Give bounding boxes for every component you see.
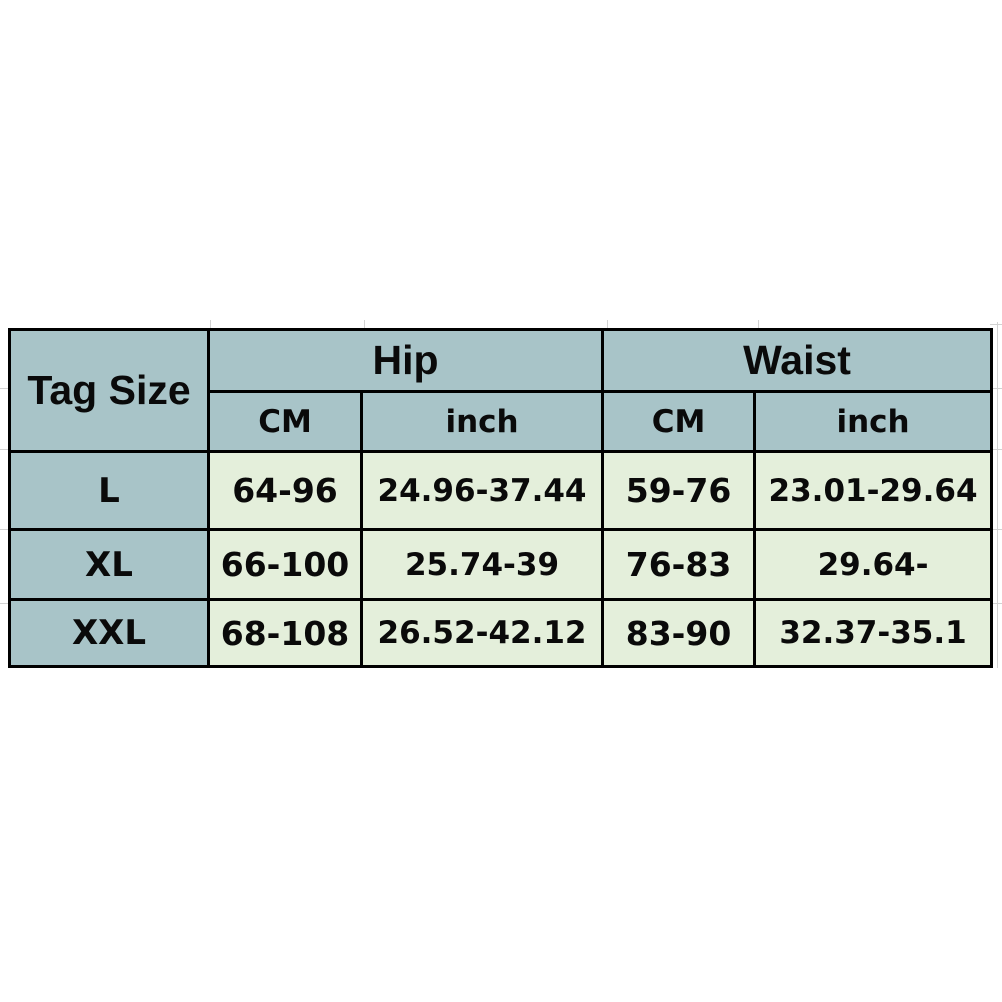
size-label-l: L — [8, 450, 210, 531]
gridline-stub — [990, 449, 1002, 450]
value-waist-cm-l: 59-76 — [601, 450, 757, 531]
table-row-size-l: L 64-96 24.96-37.44 59-76 23.01-29.64 — [8, 450, 994, 531]
value-hip-inch-xl: 25.74-39 — [359, 528, 605, 601]
group-header-waist: Waist — [601, 328, 994, 393]
table-row-size-xxl: XXL 68-108 26.52-42.12 83-90 32.37-35.1 — [8, 598, 994, 668]
value-hip-cm-xl: 66-100 — [207, 528, 363, 601]
value-hip-cm-l: 64-96 — [207, 450, 363, 531]
unit-header-row: CM inch CM inch — [10, 390, 994, 453]
gridline-stub — [364, 320, 365, 328]
gridline-stub — [758, 320, 759, 328]
gridline-stub — [997, 322, 998, 668]
value-hip-inch-xxl: 26.52-42.12 — [359, 598, 605, 668]
unit-header-hip-cm: CM — [207, 390, 363, 453]
unit-header-waist-cm: CM — [601, 390, 757, 453]
gridline-stub — [990, 388, 1002, 389]
gridline-stub — [0, 603, 8, 604]
value-waist-inch-xxl: 32.37-35.1 — [753, 598, 994, 668]
gridline-stub — [0, 388, 8, 389]
gridline-stub — [990, 324, 1002, 325]
size-label-xxl: XXL — [8, 598, 210, 668]
value-waist-cm-xxl: 83-90 — [601, 598, 757, 668]
gridline-stub — [607, 320, 608, 328]
value-waist-inch-l: 23.01-29.64 — [753, 450, 994, 531]
group-header-hip: Hip — [206, 328, 605, 393]
gridline-stub — [990, 529, 1002, 530]
table-row-size-xl: XL 66-100 25.74-39 76-83 29.64- — [8, 528, 994, 601]
gridline-stub — [210, 320, 211, 328]
size-chart-table: Tag Size Hip Waist CM inch CM inch L 64-… — [8, 328, 994, 668]
group-header-row: Tag Size Hip Waist — [8, 328, 994, 453]
corner-header-tag-size: Tag Size — [8, 328, 210, 453]
value-hip-inch-l: 24.96-37.44 — [359, 450, 605, 531]
value-waist-cm-xl: 76-83 — [601, 528, 757, 601]
gridline-stub — [990, 603, 1002, 604]
gridline-stub — [0, 449, 8, 450]
value-waist-inch-xl: 29.64- — [753, 528, 994, 601]
unit-header-hip-inch: inch — [359, 390, 605, 453]
unit-header-waist-inch: inch — [753, 390, 994, 453]
gridline-stub — [0, 529, 8, 530]
size-label-xl: XL — [8, 528, 210, 601]
value-hip-cm-xxl: 68-108 — [207, 598, 363, 668]
